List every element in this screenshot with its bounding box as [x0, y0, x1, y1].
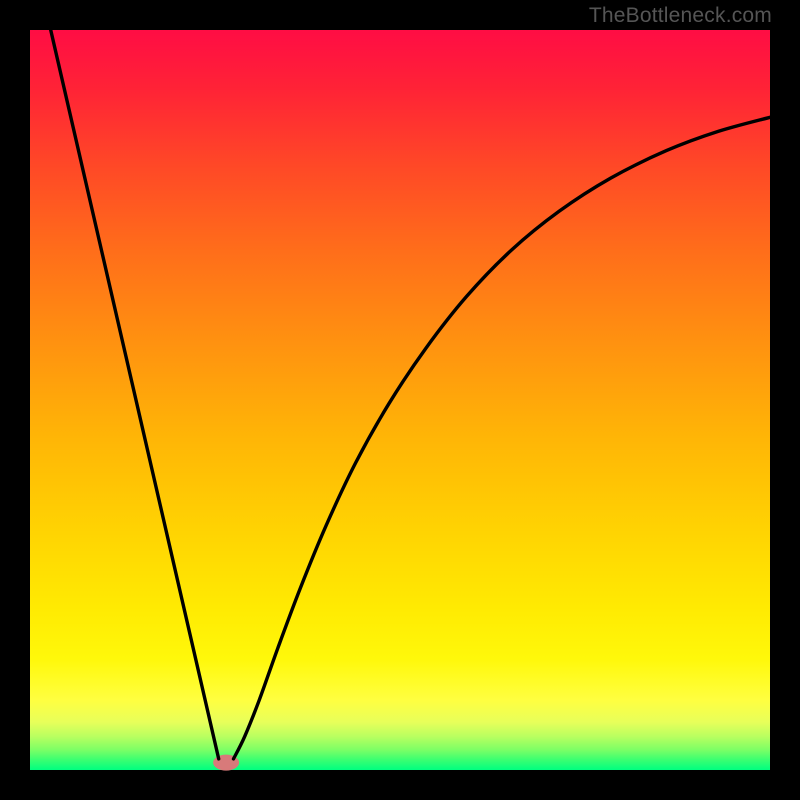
plot-background — [30, 30, 770, 770]
chart-container: { "watermark": "TheBottleneck.com", "cha… — [0, 0, 800, 800]
watermark-text: TheBottleneck.com — [589, 4, 772, 28]
bottleneck-chart — [0, 0, 800, 800]
